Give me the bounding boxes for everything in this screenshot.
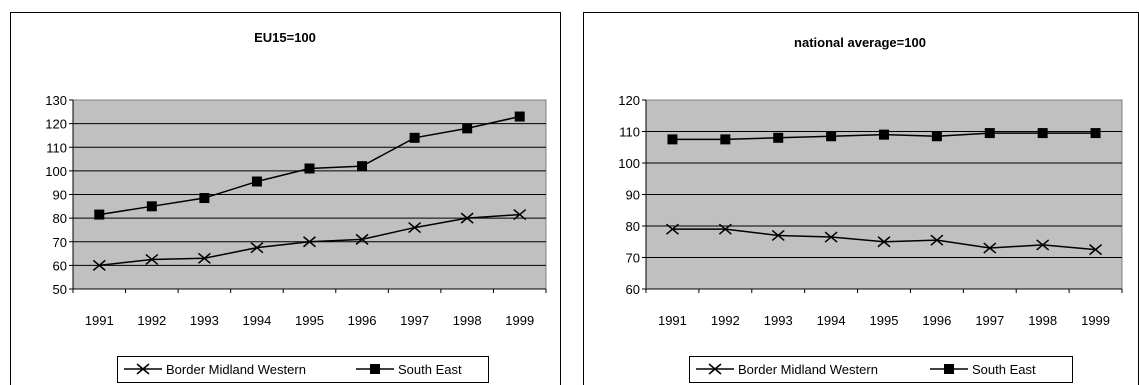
y-tick-label: 120 (45, 117, 67, 132)
y-tick-label: 50 (53, 282, 67, 297)
legend-marker-square (944, 364, 954, 374)
data-point-x (197, 252, 211, 264)
data-point-square (304, 163, 315, 174)
y-tick-label: 80 (626, 219, 640, 234)
legend-marker-square (370, 364, 380, 374)
data-point-square (984, 128, 995, 139)
y-tick-label: 120 (618, 93, 640, 108)
y-axis-ticks: 50 60 70 80 90 100 110 120 130 (45, 93, 74, 297)
chart-panel-eu15: EU15=100 50 60 70 80 90 100 110 120 130 1991 1992… (10, 12, 561, 385)
data-point-x (408, 221, 422, 234)
data-point-square (720, 134, 731, 145)
data-point-square (514, 111, 525, 122)
x-axis-ticks: 1991 1992 1993 1994 1995 1996 1997 1998 1999 (72, 288, 547, 328)
data-point-x (930, 234, 944, 246)
data-point-square (462, 123, 473, 134)
data-point-x (877, 236, 891, 248)
y-tick-label: 70 (53, 235, 67, 250)
y-tick-label: 100 (45, 164, 67, 179)
y-tick-label: 110 (619, 125, 640, 140)
y-tick-label: 60 (626, 282, 640, 297)
x-tick-label: 1995 (870, 313, 899, 328)
data-point-x (1089, 244, 1103, 256)
legend-marker-x (136, 363, 150, 375)
x-tick-label: 1992 (711, 313, 740, 328)
legend-marker-x (708, 363, 722, 375)
x-tick-label: 1999 (1081, 313, 1110, 328)
data-point-square (826, 131, 837, 142)
data-point-x (145, 253, 159, 266)
chart-panel-national-average: national average=100 60 70 80 90 100 110 120 1… (583, 12, 1139, 385)
y-tick-label: 70 (626, 251, 640, 266)
legend-label-se: South East (398, 362, 462, 377)
data-point-x (1036, 239, 1050, 251)
series-group (665, 128, 1103, 256)
series-group (92, 111, 527, 271)
x-tick-label: 1997 (975, 313, 1004, 328)
y-tick-label: 100 (618, 156, 640, 171)
data-point-x (250, 242, 264, 254)
y-tick-label: 60 (53, 258, 67, 273)
data-point-x (303, 236, 316, 248)
data-point-square (251, 176, 262, 187)
x-tick-label: 1998 (453, 313, 482, 328)
x-tick-label: 1993 (764, 313, 793, 328)
data-point-square (773, 132, 784, 143)
data-point-x (460, 212, 474, 224)
x-axis-ticks: 1991 1992 1993 1994 1995 1996 1997 1998 1999 (645, 288, 1123, 328)
chart-title: EU15=100 (254, 30, 316, 45)
legend-box (117, 356, 489, 383)
x-tick-label: 1996 (348, 313, 377, 328)
data-point-square (1037, 128, 1048, 139)
x-tick-label: 1993 (190, 313, 219, 328)
data-point-square (94, 209, 105, 220)
x-tick-label: 1994 (817, 313, 846, 328)
legend-box (689, 356, 1073, 383)
data-point-square (199, 193, 210, 204)
data-point-square (1090, 128, 1101, 139)
y-tick-label: 80 (53, 211, 67, 226)
y-tick-label: 110 (46, 140, 67, 155)
x-tick-label: 1991 (658, 313, 687, 328)
data-point-square (667, 134, 678, 145)
data-point-x (983, 242, 997, 254)
data-point-x (771, 229, 785, 242)
legend: Border Midland Western South East (689, 356, 1073, 383)
legend-label-bmw: Border Midland Western (166, 362, 306, 377)
data-point-square (357, 161, 368, 172)
data-point-x (824, 231, 838, 243)
x-tick-label: 1996 (922, 313, 951, 328)
legend: Border Midland Western South East (117, 356, 489, 383)
data-point-x (92, 259, 106, 271)
data-point-square (409, 132, 420, 143)
legend-label-bmw: Border Midland Western (738, 362, 878, 377)
data-point-square (146, 201, 157, 212)
x-tick-label: 1999 (505, 313, 534, 328)
x-tick-label: 1995 (295, 313, 324, 328)
chart-title: national average=100 (794, 35, 926, 50)
y-tick-label: 90 (53, 188, 67, 203)
data-point-x (718, 223, 732, 235)
x-tick-label: 1991 (85, 313, 114, 328)
data-point-x (355, 233, 369, 245)
x-tick-label: 1998 (1028, 313, 1057, 328)
x-tick-label: 1997 (400, 313, 429, 328)
y-tick-label: 90 (626, 188, 640, 203)
y-axis-ticks: 60 70 80 90 100 110 120 (618, 93, 647, 297)
data-point-x (513, 209, 527, 221)
x-tick-label: 1994 (242, 313, 271, 328)
legend-label-se: South East (972, 362, 1036, 377)
y-tick-label: 130 (45, 93, 67, 108)
data-point-square (931, 131, 942, 142)
x-tick-label: 1992 (137, 313, 166, 328)
data-point-x (665, 223, 679, 235)
data-point-square (879, 129, 889, 140)
